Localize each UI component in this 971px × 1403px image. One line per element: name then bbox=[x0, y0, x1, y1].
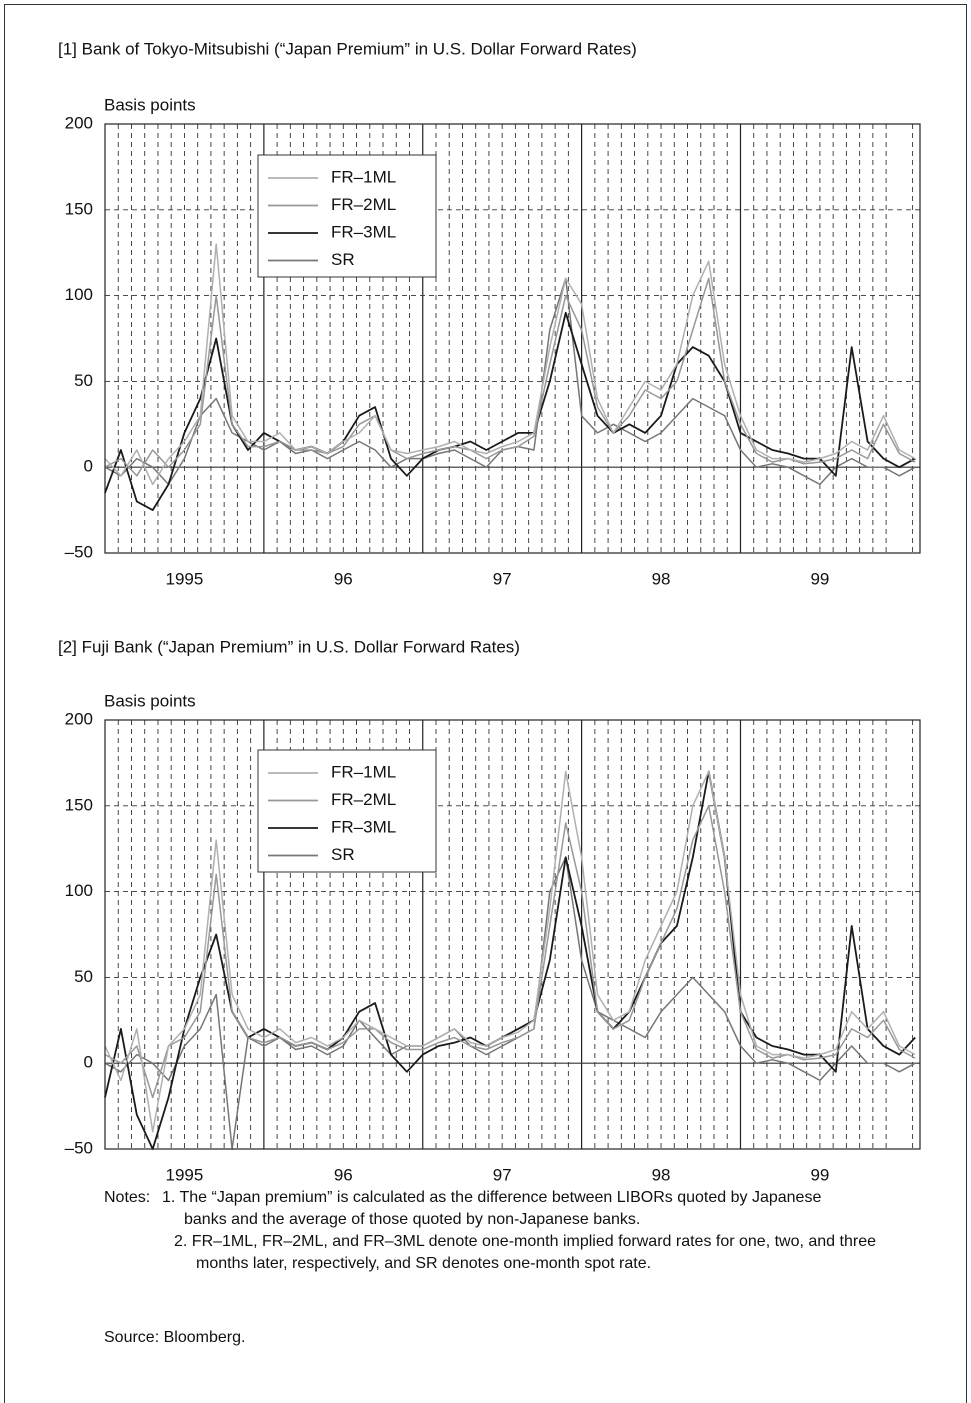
y-tick-label: 100 bbox=[65, 285, 93, 304]
chart: [2] Fuji Bank (“Japan Premium” in U.S. D… bbox=[58, 637, 921, 1184]
y-tick-label: 150 bbox=[65, 795, 93, 814]
chart-title: [1] Bank of Tokyo-Mitsubishi (“Japan Pre… bbox=[58, 39, 637, 58]
y-tick-label: 200 bbox=[65, 709, 93, 728]
legend-box bbox=[257, 154, 437, 278]
y-tick-label: 0 bbox=[84, 457, 93, 476]
note-item: 1. The “Japan premium” is calculated as … bbox=[162, 1189, 822, 1228]
plot-frame bbox=[104, 123, 921, 554]
legend-label: FR–2ML bbox=[331, 790, 396, 809]
x-tick-label: 1995 bbox=[166, 569, 204, 588]
x-tick-label: 99 bbox=[810, 569, 829, 588]
series-line bbox=[104, 311, 916, 511]
y-tick-label: 150 bbox=[65, 199, 93, 218]
legend-label: FR–1ML bbox=[331, 762, 396, 781]
y-tick-label: 50 bbox=[74, 371, 93, 390]
plot-frame bbox=[104, 719, 921, 1150]
y-axis-label: Basis points bbox=[104, 95, 196, 114]
legend-label: FR–2ML bbox=[331, 195, 396, 214]
y-tick-label: –50 bbox=[65, 542, 93, 561]
legend-label: FR–3ML bbox=[331, 817, 396, 836]
notes-label: Notes: bbox=[104, 1189, 151, 1206]
series-line bbox=[104, 805, 916, 1099]
x-tick-label: 99 bbox=[810, 1165, 829, 1184]
x-tick-label: 96 bbox=[334, 1165, 353, 1184]
y-tick-label: 100 bbox=[65, 881, 93, 900]
legend-label: SR bbox=[331, 845, 355, 864]
series-line bbox=[104, 856, 916, 1150]
chart: [1] Bank of Tokyo-Mitsubishi (“Japan Pre… bbox=[58, 39, 921, 588]
notes: Notes: 1. The “Japan premium” is calcula… bbox=[104, 1187, 876, 1275]
legend-box bbox=[257, 749, 437, 873]
x-tick-label: 98 bbox=[652, 569, 671, 588]
series-line bbox=[104, 243, 916, 486]
x-tick-label: 96 bbox=[334, 569, 353, 588]
y-tick-label: 200 bbox=[65, 113, 93, 132]
source: Source: Bloomberg. bbox=[104, 1329, 246, 1346]
series-line bbox=[104, 277, 916, 477]
note-item: 2. FR–1ML, FR–2ML, and FR–3ML denote one… bbox=[174, 1233, 876, 1272]
legend-label: SR bbox=[331, 250, 355, 269]
legend-label: FR–3ML bbox=[331, 222, 396, 241]
x-tick-label: 97 bbox=[493, 569, 512, 588]
series-line bbox=[104, 770, 916, 1133]
chart-title: [2] Fuji Bank (“Japan Premium” in U.S. D… bbox=[58, 637, 520, 656]
x-tick-label: 98 bbox=[652, 1165, 671, 1184]
page-border bbox=[4, 4, 967, 1403]
y-axis-label: Basis points bbox=[104, 691, 196, 710]
y-tick-label: 50 bbox=[74, 967, 93, 986]
y-tick-label: –50 bbox=[65, 1138, 93, 1157]
note-row: Notes: 1. The “Japan premium” is calcula… bbox=[104, 1187, 864, 1231]
legend-label: FR–1ML bbox=[331, 167, 396, 186]
x-tick-label: 97 bbox=[493, 1165, 512, 1184]
y-tick-label: 0 bbox=[84, 1053, 93, 1072]
x-tick-label: 1995 bbox=[166, 1165, 204, 1184]
